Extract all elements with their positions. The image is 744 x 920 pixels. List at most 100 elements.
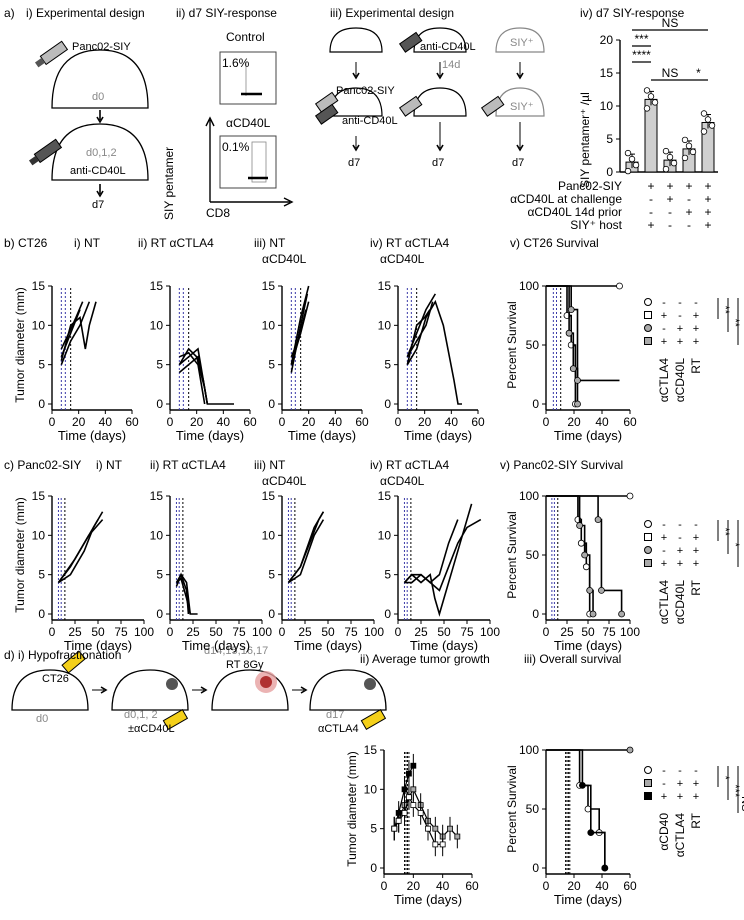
legend-sign: -: [662, 297, 666, 309]
legend-sign: -: [678, 519, 682, 531]
x-tick-label: 0: [279, 625, 286, 639]
a-ii-xlabel: CD8: [206, 206, 231, 220]
b-iii-title2: αCD40L: [262, 252, 307, 266]
a-i-d012: d0,1,2: [86, 147, 117, 159]
bar-sign: +: [647, 179, 654, 193]
tumor-curve-3: [60, 301, 84, 350]
legend-sign: +: [693, 791, 699, 803]
avg-marker-2: [410, 802, 417, 808]
x-tick-label: 75: [232, 625, 246, 639]
x-tick-label: 50: [581, 625, 595, 639]
tumor-curve-3: [179, 351, 206, 405]
a-ii-control-pct: 1.6%: [222, 56, 250, 70]
legend-row-label: αCD40L: [673, 580, 687, 625]
y-tick-label: 100: [519, 743, 539, 757]
d-iii-legend: - - -- + ++ + +αCD40 αCTLA4 RT****NS: [644, 765, 744, 857]
x-tick-label: 50: [437, 625, 451, 639]
y-tick-label: 10: [150, 318, 164, 332]
y-tick-label: 5: [156, 358, 163, 372]
survival-curve-2: [546, 749, 606, 868]
tumor-curve-2: [287, 511, 325, 584]
tumor-curve-3: [406, 301, 434, 358]
legend-sign: +: [693, 323, 699, 335]
legend-sig: **: [729, 319, 741, 328]
legend-sign: +: [677, 336, 683, 348]
tumor-curve-2: [404, 519, 459, 584]
x-tick-label: 40: [329, 415, 343, 429]
x-tick-label: 25: [414, 625, 428, 639]
bar-point: [704, 116, 712, 123]
y-tick-label: 5: [384, 568, 391, 582]
bar-point: [689, 148, 697, 156]
legend-sign: -: [662, 519, 666, 531]
y-tick-label: 10: [150, 528, 164, 542]
x-tick-label: 100: [364, 625, 384, 639]
y-tick-label: 0: [532, 607, 539, 621]
tumor-curve-0: [406, 299, 462, 405]
legend-sig: **: [739, 332, 744, 341]
x-axis-label: Time (days): [554, 892, 622, 907]
c-i-title: i) NT: [96, 458, 122, 472]
x-tick-label: 60: [623, 415, 637, 429]
bar-sign: -: [668, 218, 672, 232]
a-iii-anticd40l-bottom: anti-CD40L: [342, 115, 398, 127]
panel-a-i-title: i) Experimental design: [26, 6, 145, 20]
y-tick-label: 5: [38, 358, 45, 372]
a-iii-panc02: Panc02-SIY: [336, 85, 395, 97]
legend-marker: [644, 546, 652, 554]
x-axis-label: Time (days): [410, 638, 478, 653]
x-tick-label: 0: [395, 625, 402, 639]
legend-row-label: αCD40L: [673, 358, 687, 403]
y-axis-label: Tumor diameter (mm): [345, 751, 359, 867]
a-iii-siy-top: SIY⁺: [510, 37, 534, 49]
legend-row-label: RT: [689, 579, 703, 595]
y-tick-label: 5: [384, 358, 391, 372]
x-axis-label: Time (days): [394, 892, 462, 907]
x-tick-label: 0: [543, 415, 550, 429]
x-axis-label: Time (days): [64, 638, 132, 653]
x-tick-label: 75: [114, 625, 128, 639]
survival-marker-0: [616, 282, 623, 290]
a-ii-acd40l-pct: 0.1%: [222, 140, 250, 154]
y-tick-label: 0: [268, 397, 275, 411]
legend-marker: [644, 533, 652, 541]
bar-point: [643, 87, 651, 94]
sig-label-4: *: [696, 66, 701, 80]
y-tick-label: 50: [526, 802, 540, 816]
y-tick-label: 0: [38, 607, 45, 621]
x-tick-label: 60: [243, 415, 257, 429]
legend-sign: +: [677, 778, 683, 790]
b-iii-title: iii) NT: [254, 236, 286, 250]
avg-marker-2: [395, 817, 402, 824]
x-tick-label: 100: [620, 625, 640, 639]
tumor-curve-3: [290, 285, 310, 365]
y-tick-label: 15: [32, 279, 46, 293]
avg-marker-2: [391, 825, 398, 832]
survival-marker-2: [565, 329, 573, 337]
panel-a-iv-title: iv) d7 SIY-response: [580, 6, 685, 20]
avg-marker-2: [439, 841, 446, 848]
legend-sign: -: [678, 765, 682, 777]
panel-d-label: d) i) Hypofractionation: [4, 648, 122, 662]
y-tick-label: 0: [532, 861, 539, 875]
a-i-panc02: Panc02-SIY: [72, 41, 131, 53]
avg-marker-2: [401, 810, 408, 816]
x-tick-label: 20: [407, 879, 421, 893]
legend-sign: +: [693, 545, 699, 557]
survival-marker-3: [594, 516, 602, 523]
survival-marker-2: [579, 782, 586, 789]
x-tick-label: 20: [567, 415, 581, 429]
legend-row-label: RT: [689, 812, 703, 828]
bar-sign: +: [647, 218, 654, 232]
x-axis-label: Time (days): [182, 638, 250, 653]
d-pm-cd40l: ±αCD40L: [128, 723, 175, 735]
b-iv-title2: αCD40L: [380, 252, 425, 266]
y-tick-label: 10: [378, 528, 392, 542]
y-tick-label: 15: [378, 489, 392, 503]
bar-y-tick-label: 20: [600, 33, 614, 47]
survival-marker-0: [626, 746, 634, 754]
